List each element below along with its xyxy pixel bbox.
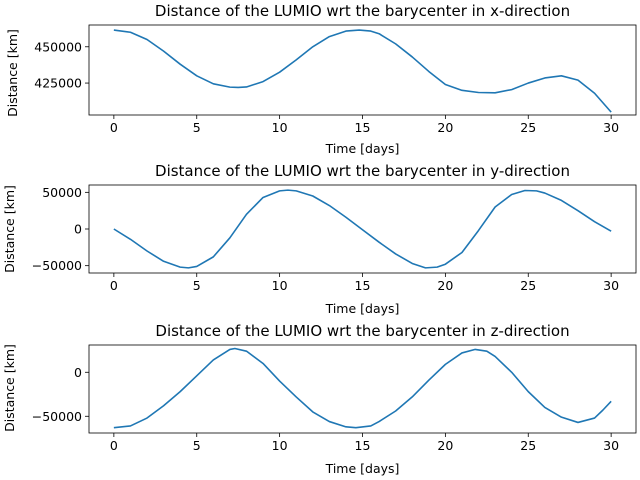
y-axis-label: Distance [km] [2, 344, 17, 432]
axes-frame [88, 184, 637, 274]
y-tick-label: 450000 [34, 39, 82, 54]
x-tick-label: 0 [110, 278, 118, 293]
x-tick-label: 15 [355, 120, 371, 135]
x-tick-label: 15 [355, 438, 371, 453]
x-tick-label: 5 [193, 278, 201, 293]
x-axis-label: Time [days] [325, 141, 400, 156]
x-tick-label: 30 [603, 438, 619, 453]
x-tick-label: 25 [520, 438, 536, 453]
tick-group: 0 5 10 15 20 25 30 −50000 0 [32, 365, 619, 453]
x-tick-label: 25 [520, 120, 536, 135]
x-tick-label: 15 [355, 278, 371, 293]
y-tick-label: −50000 [32, 409, 82, 424]
x-tick-label: 30 [603, 120, 619, 135]
subplot-y-direction: Distance of the LUMIO wrt the barycenter… [2, 162, 637, 316]
y-tick-label: −50000 [32, 258, 82, 273]
x-tick-label: 0 [110, 120, 118, 135]
x-tick-label: 5 [193, 438, 201, 453]
x-tick-label: 0 [110, 438, 118, 453]
chart-title: Distance of the LUMIO wrt the barycenter… [155, 2, 570, 20]
x-tick-label: 10 [272, 438, 288, 453]
series-line [113, 29, 612, 113]
x-axis-label: Time [days] [325, 301, 400, 316]
subplot-z-direction: Distance of the LUMIO wrt the barycenter… [2, 322, 637, 476]
x-axis-label: Time [days] [325, 461, 400, 476]
y-tick-label: 0 [74, 365, 82, 380]
x-tick-label: 30 [603, 278, 619, 293]
x-tick-label: 10 [272, 120, 288, 135]
tick-group: 0 5 10 15 20 25 30 −50000 0 50000 [32, 185, 619, 293]
chart-title: Distance of the LUMIO wrt the barycenter… [155, 322, 569, 340]
y-tick-label: 0 [74, 222, 82, 237]
x-tick-label: 20 [437, 438, 453, 453]
x-tick-label: 20 [437, 120, 453, 135]
axes-frame [88, 24, 637, 116]
chart-title: Distance of the LUMIO wrt the barycenter… [155, 162, 570, 180]
y-axis-label: Distance [km] [5, 29, 20, 117]
x-tick-label: 10 [272, 278, 288, 293]
x-tick-label: 5 [193, 120, 201, 135]
subplot-x-direction: Distance of the LUMIO wrt the barycenter… [5, 2, 637, 156]
series-line [113, 347, 612, 429]
axes-frame [88, 344, 637, 434]
x-tick-label: 20 [437, 278, 453, 293]
y-tick-label: 50000 [42, 185, 82, 200]
x-tick-label: 25 [520, 278, 536, 293]
tick-group: 0 5 10 15 20 25 30 425000 450000 [34, 39, 619, 135]
y-axis-label: Distance [km] [2, 185, 17, 273]
y-tick-label: 425000 [34, 76, 82, 91]
series-line [113, 189, 612, 269]
